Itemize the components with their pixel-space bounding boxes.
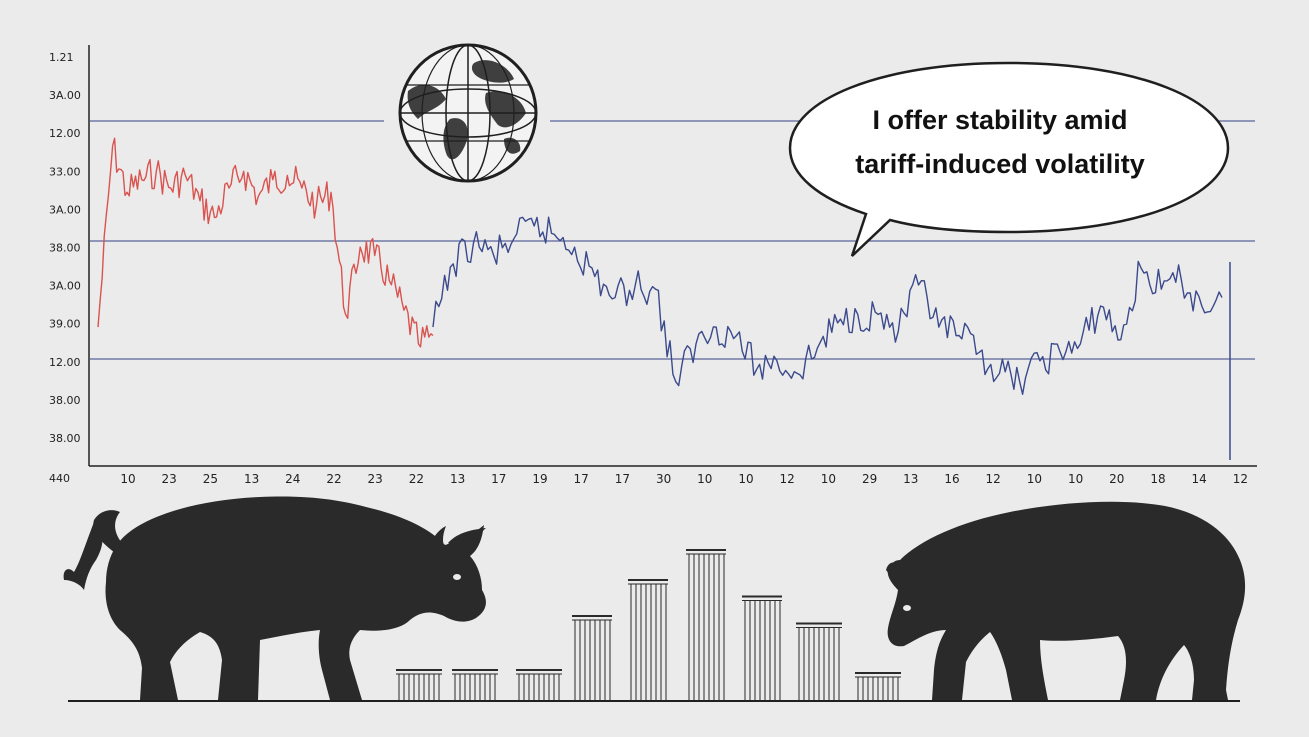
bull-icon bbox=[63, 496, 486, 700]
x-tick-label: 18 bbox=[1150, 472, 1165, 486]
x-tick-label: 13 bbox=[903, 472, 918, 486]
y-origin-label: 440 bbox=[49, 472, 70, 485]
volume-bar bbox=[572, 615, 612, 700]
volume-bar bbox=[855, 672, 901, 700]
y-tick-label: 1.21 bbox=[49, 51, 74, 64]
x-tick-label: 10 bbox=[738, 472, 753, 486]
y-tick-label: 38.00 bbox=[49, 432, 81, 445]
volume-bar bbox=[396, 669, 442, 700]
volume-bar bbox=[742, 595, 782, 700]
price-series bbox=[97, 137, 1223, 395]
x-tick-labels: 10 23 25 13 24 22 23 22 13 17 19 17 17 30 10 10 12 10 29 13… bbox=[120, 472, 1248, 486]
y-tick-label: 3A.00 bbox=[49, 89, 81, 102]
bear-icon bbox=[886, 501, 1246, 700]
x-tick-label: 12 bbox=[780, 472, 795, 486]
series-line-blue bbox=[432, 216, 1223, 395]
volume-bar bbox=[686, 549, 726, 700]
x-tick-label: 22 bbox=[326, 472, 341, 486]
y-tick-label: 33.00 bbox=[49, 165, 81, 178]
x-tick-label: 22 bbox=[409, 472, 424, 486]
y-tick-labels: 1.21 3A.00 12.00 33.00 3A.00 38.00 3A.00 39.00 1… bbox=[49, 51, 81, 445]
x-tick-label: 12 bbox=[986, 472, 1001, 486]
x-tick-label: 12 bbox=[1233, 472, 1248, 486]
x-tick-label: 17 bbox=[574, 472, 589, 486]
y-tick-label: 12.00 bbox=[49, 356, 81, 369]
x-tick-label: 23 bbox=[162, 472, 177, 486]
x-tick-label: 10 bbox=[1027, 472, 1042, 486]
x-tick-label: 25 bbox=[203, 472, 218, 486]
x-tick-label: 17 bbox=[491, 472, 506, 486]
speech-bubble-line-1: I offer stability amid bbox=[872, 105, 1128, 135]
x-tick-label: 16 bbox=[944, 472, 959, 486]
speech-bubble-line-2: tariff-induced volatility bbox=[855, 149, 1145, 179]
x-tick-label: 24 bbox=[285, 472, 300, 486]
volume-bar bbox=[452, 669, 498, 700]
x-tick-label: 17 bbox=[615, 472, 630, 486]
volume-bar bbox=[516, 669, 562, 700]
speech-bubble-text: I offer stability amid tariff-induced vo… bbox=[800, 98, 1200, 186]
x-tick-label: 19 bbox=[532, 472, 547, 486]
x-tick-label: 13 bbox=[244, 472, 259, 486]
series-line-red bbox=[97, 137, 434, 348]
x-tick-label: 10 bbox=[821, 472, 836, 486]
volume-bars bbox=[396, 549, 901, 700]
volume-bar bbox=[628, 579, 668, 700]
x-tick-label: 20 bbox=[1109, 472, 1124, 486]
x-tick-label: 29 bbox=[862, 472, 877, 486]
x-tick-label: 10 bbox=[1068, 472, 1083, 486]
volume-bar bbox=[796, 622, 842, 700]
y-tick-label: 12.00 bbox=[49, 127, 81, 140]
x-tick-label: 14 bbox=[1192, 472, 1207, 486]
speech-bubble bbox=[788, 61, 1230, 257]
y-tick-label: 3A.00 bbox=[49, 203, 81, 216]
y-tick-label: 38.00 bbox=[49, 242, 81, 255]
x-tick-label: 10 bbox=[120, 472, 135, 486]
globe-icon bbox=[398, 43, 538, 183]
y-tick-label: 38.00 bbox=[49, 394, 81, 407]
y-tick-label: 3A.00 bbox=[49, 280, 81, 293]
y-tick-label: 39.00 bbox=[49, 318, 81, 331]
x-tick-label: 10 bbox=[697, 472, 712, 486]
x-tick-label: 30 bbox=[656, 472, 671, 486]
x-tick-label: 23 bbox=[368, 472, 383, 486]
x-tick-label: 13 bbox=[450, 472, 465, 486]
